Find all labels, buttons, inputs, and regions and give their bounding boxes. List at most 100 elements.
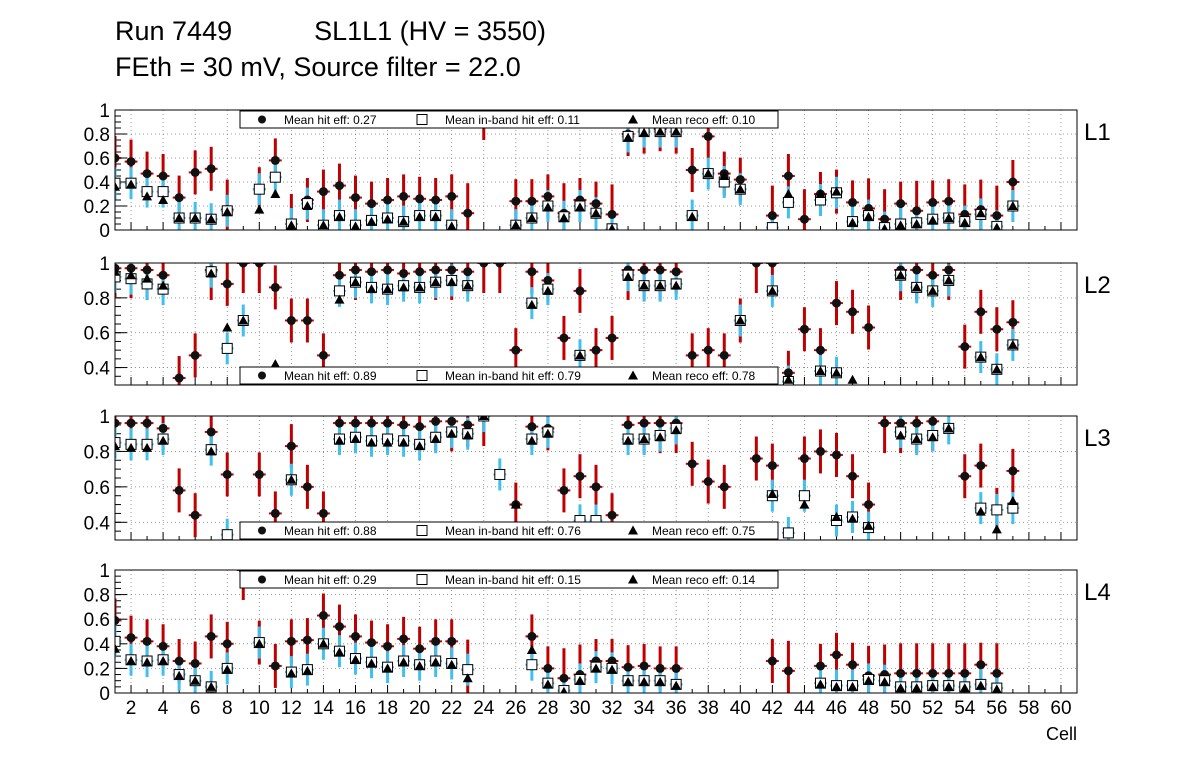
reco-point	[655, 280, 666, 290]
inband-point	[269, 171, 281, 183]
hit-point	[447, 191, 457, 201]
reco-point	[799, 499, 810, 509]
hit-point	[783, 666, 793, 676]
hit-point	[399, 634, 409, 644]
y-tick-label: 0.8	[84, 289, 110, 310]
reco-point	[975, 208, 986, 218]
panel-label: L1	[1084, 119, 1111, 146]
hit-point	[511, 196, 521, 206]
reco-point	[815, 679, 826, 689]
reco-point	[911, 219, 922, 228]
hit-point	[431, 195, 441, 205]
reco-point	[526, 213, 537, 222]
legend-box	[239, 366, 779, 385]
reco-point	[238, 315, 249, 325]
reco-point	[847, 217, 858, 227]
x-tick-label: 28	[537, 698, 558, 719]
reco-point	[911, 434, 922, 444]
hit-point	[815, 661, 825, 671]
reco-point	[687, 211, 698, 221]
y-tick-label: 0.4	[84, 513, 111, 534]
legend-L1: Mean hit eff: 0.27 Mean in-band hit eff: …	[239, 110, 779, 129]
figure-title-line-2: FEth = 30 mV, Source filter = 22.0	[115, 52, 521, 82]
reco-point	[430, 657, 441, 667]
y-tick-label: 1	[99, 254, 110, 275]
hit-point	[623, 420, 633, 430]
hit-point	[431, 416, 441, 426]
reco-point	[927, 681, 938, 691]
reco-point	[446, 659, 457, 669]
reco-point	[623, 676, 634, 686]
reco-point	[927, 432, 938, 442]
hit-point	[479, 263, 489, 268]
reco-point	[190, 213, 201, 222]
reco-point	[446, 428, 457, 438]
hit-point	[142, 418, 152, 428]
hit-point	[463, 208, 473, 218]
reco-point	[126, 656, 137, 666]
hit-point	[1008, 466, 1018, 476]
legend-reco-text: Mean reco eff: 0.10	[652, 113, 756, 127]
hit-point	[367, 199, 377, 209]
hit-point	[126, 633, 136, 643]
hit-point	[960, 342, 970, 352]
x-tick-label: 16	[345, 698, 366, 719]
hit-point	[832, 298, 841, 308]
reco-point	[623, 435, 634, 445]
legend-inband-marker	[416, 574, 428, 585]
y-tick-label: 0.6	[84, 149, 110, 170]
reco-point	[366, 437, 377, 447]
hit-point	[126, 157, 136, 167]
x-tick-label: 56	[986, 698, 1007, 719]
hit-point	[222, 469, 232, 479]
hit-point	[928, 197, 938, 207]
inband-point	[991, 504, 1003, 516]
hit-point	[815, 345, 825, 355]
hit-point	[960, 668, 970, 678]
hit-point	[115, 153, 120, 163]
reco-point	[206, 681, 217, 691]
inband-point	[221, 342, 233, 354]
chamber-label: SL1L1 (HV = 3550)	[314, 16, 547, 46]
hit-point	[463, 267, 473, 277]
x-tick-label: 12	[281, 698, 302, 719]
reco-point	[382, 437, 393, 447]
x-tick-label: 4	[158, 698, 169, 719]
hit-point	[447, 416, 457, 426]
legend-reco-marker	[628, 525, 638, 535]
hit-point	[1008, 177, 1018, 187]
hit-point	[334, 181, 344, 191]
x-tick-label: 26	[505, 698, 526, 719]
hit-point	[206, 631, 216, 641]
reco-point	[318, 220, 329, 230]
inband-point	[494, 468, 506, 480]
reco-point	[526, 299, 537, 309]
inband-point	[766, 222, 778, 230]
hit-point	[415, 267, 425, 277]
hit-point	[318, 508, 328, 518]
hit-point	[767, 211, 777, 221]
panel-label: L3	[1084, 425, 1111, 452]
reco-point	[142, 442, 153, 452]
hit-point	[334, 270, 344, 280]
reco-point	[542, 202, 553, 212]
hit-point	[687, 165, 697, 175]
reco-point	[1007, 496, 1018, 506]
hit-point	[126, 263, 136, 273]
legend-L2: Mean hit eff: 0.89 Mean in-band hit eff: …	[239, 366, 779, 385]
legend-inband-text: Mean in-band hit eff: 0.11	[445, 113, 580, 127]
reco-point	[895, 270, 906, 280]
reco-point	[767, 488, 778, 498]
hit-point	[254, 263, 264, 268]
hit-point	[351, 418, 360, 428]
reco-point	[350, 221, 361, 230]
reco-point	[959, 217, 970, 227]
hit-point	[543, 663, 553, 673]
reco-point	[607, 664, 618, 674]
hit-point	[639, 661, 649, 671]
inband-point	[253, 183, 265, 195]
reco-point	[398, 437, 409, 447]
legend-hit-text: Mean hit eff: 0.27	[284, 113, 377, 127]
reco-point	[302, 201, 313, 210]
reco-point	[639, 676, 650, 686]
